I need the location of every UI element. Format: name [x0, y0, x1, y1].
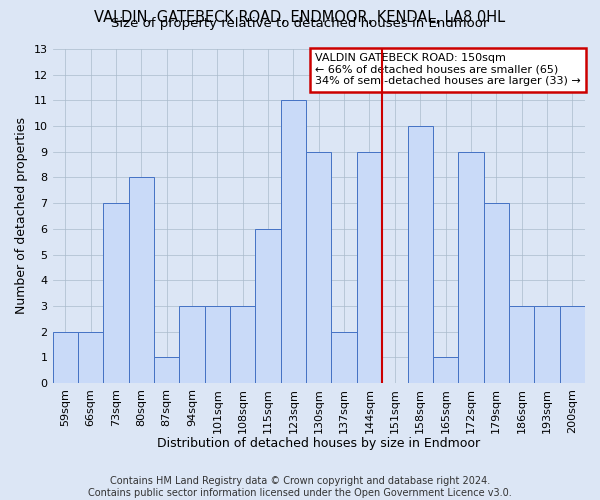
Text: Contains HM Land Registry data © Crown copyright and database right 2024.
Contai: Contains HM Land Registry data © Crown c…	[88, 476, 512, 498]
Bar	[103, 203, 128, 383]
Bar	[205, 306, 230, 383]
Bar	[509, 306, 534, 383]
X-axis label: Distribution of detached houses by size in Endmoor: Distribution of detached houses by size …	[157, 437, 481, 450]
Bar	[433, 358, 458, 383]
Bar	[281, 100, 306, 383]
Text: VALDIN, GATEBECK ROAD, ENDMOOR, KENDAL, LA8 0HL: VALDIN, GATEBECK ROAD, ENDMOOR, KENDAL, …	[94, 10, 506, 25]
Bar	[534, 306, 560, 383]
Y-axis label: Number of detached properties: Number of detached properties	[15, 118, 28, 314]
Bar	[154, 358, 179, 383]
Bar	[407, 126, 433, 383]
Bar	[306, 152, 331, 383]
Text: VALDIN GATEBECK ROAD: 150sqm
← 66% of detached houses are smaller (65)
34% of se: VALDIN GATEBECK ROAD: 150sqm ← 66% of de…	[315, 53, 581, 86]
Bar	[331, 332, 357, 383]
Bar	[256, 229, 281, 383]
Bar	[484, 203, 509, 383]
Bar	[357, 152, 382, 383]
Bar	[458, 152, 484, 383]
Bar	[560, 306, 585, 383]
Bar	[230, 306, 256, 383]
Text: Size of property relative to detached houses in Endmoor: Size of property relative to detached ho…	[112, 18, 488, 30]
Bar	[53, 332, 78, 383]
Bar	[128, 178, 154, 383]
Bar	[78, 332, 103, 383]
Bar	[179, 306, 205, 383]
